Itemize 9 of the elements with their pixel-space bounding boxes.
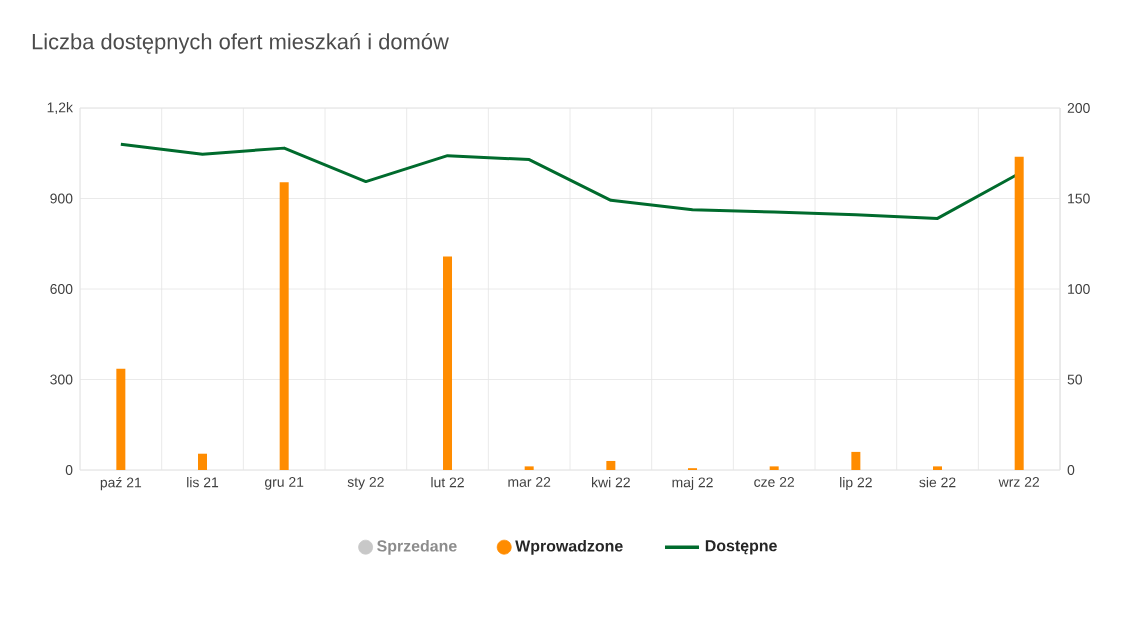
bar	[116, 368, 126, 470]
chart-title: Liczba dostępnych ofert mieszkań i domów	[32, 33, 449, 54]
bar	[851, 451, 861, 470]
bar	[1014, 156, 1024, 470]
bar	[198, 453, 208, 470]
line-series	[119, 142, 1021, 220]
bar	[443, 256, 453, 470]
bar	[606, 460, 616, 470]
bar	[279, 182, 289, 470]
